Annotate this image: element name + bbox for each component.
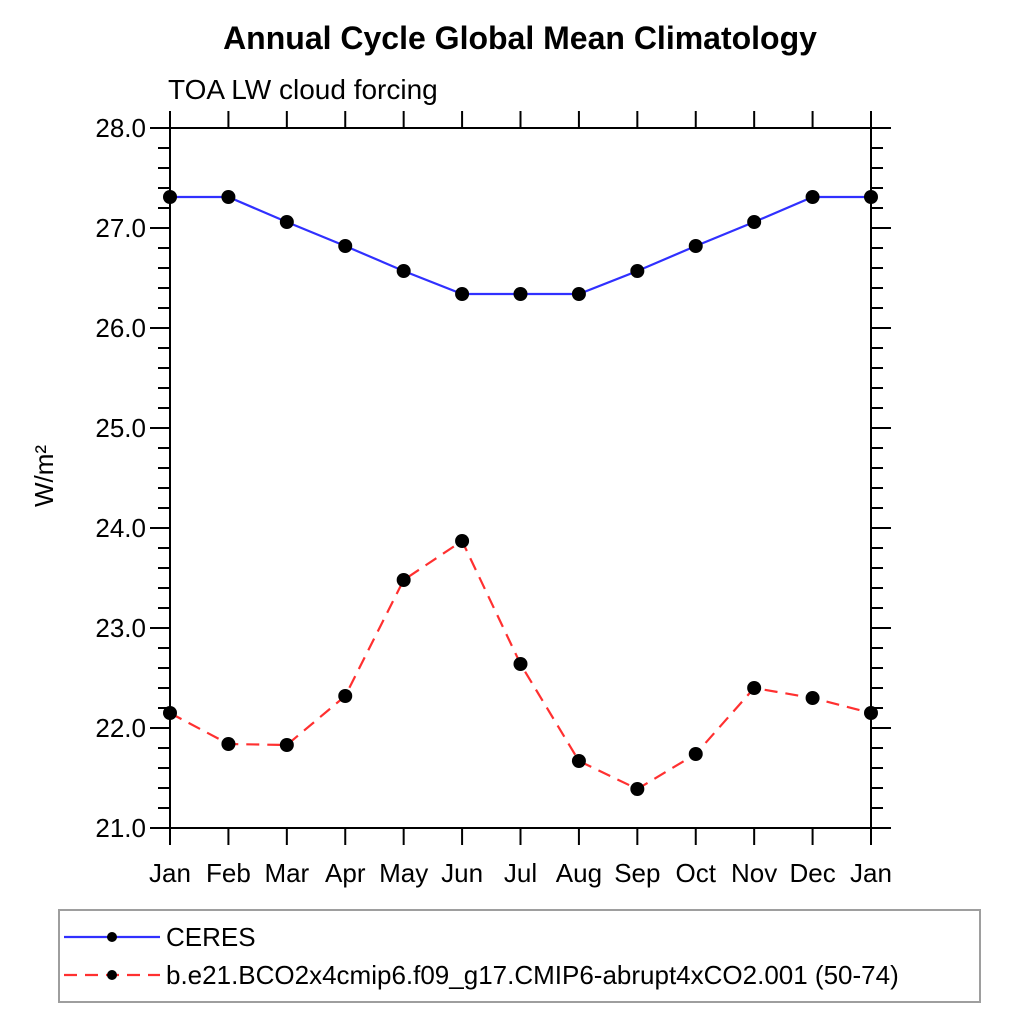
x-tick-label: Apr: [325, 858, 366, 888]
x-tick-label: Oct: [676, 858, 717, 888]
data-point: [805, 691, 820, 705]
data-series: [163, 190, 878, 796]
x-tick-label: May: [379, 858, 428, 888]
data-point: [338, 689, 353, 703]
x-tick-label: Jan: [149, 858, 191, 888]
y-tick-label: 27.0: [95, 213, 146, 243]
data-point: [688, 239, 703, 253]
data-point: [396, 264, 411, 278]
y-tick-label: 25.0: [95, 413, 146, 443]
data-point: [338, 239, 353, 253]
legend-marker-ceres: [107, 932, 117, 942]
plot-frame: [169, 127, 872, 829]
y-tick-label: 21.0: [95, 813, 146, 843]
data-point: [630, 782, 645, 796]
legend-marker-model: [107, 970, 117, 980]
x-tick-label: Feb: [206, 858, 251, 888]
chart-title: Annual Cycle Global Mean Climatology: [223, 20, 817, 56]
y-tick-label: 24.0: [95, 513, 146, 543]
data-point: [571, 287, 586, 301]
legend: CERES b.e21.BCO2x4cmip6.f09_g17.CMIP6-ab…: [58, 909, 981, 1003]
data-point: [455, 287, 470, 301]
x-tick-label: Sep: [614, 858, 660, 888]
data-point: [221, 190, 236, 204]
x-tick-label: Aug: [556, 858, 602, 888]
axis-ticks: [150, 111, 891, 845]
data-point: [396, 573, 411, 587]
y-axis-label: W/m²: [29, 445, 59, 507]
x-tick-label: Nov: [731, 858, 777, 888]
x-tick-label: Jun: [441, 858, 483, 888]
chart-subtitle: TOA LW cloud forcing: [168, 74, 438, 105]
legend-label-model: b.e21.BCO2x4cmip6.f09_g17.CMIP6-abrupt4x…: [166, 960, 899, 990]
data-point: [513, 657, 528, 671]
y-tick-label: 26.0: [95, 313, 146, 343]
y-tick-label: 23.0: [95, 613, 146, 643]
x-tick-label: Dec: [789, 858, 835, 888]
data-point: [279, 215, 294, 229]
x-tick-label: Mar: [264, 858, 309, 888]
data-point: [279, 738, 294, 752]
data-point: [221, 737, 236, 751]
legend-label-ceres: CERES: [166, 922, 256, 952]
y-tick-label: 22.0: [95, 713, 146, 743]
data-point: [805, 190, 820, 204]
y-tick-label: 28.0: [95, 113, 146, 143]
data-point: [747, 215, 762, 229]
data-point: [571, 754, 586, 768]
data-point: [513, 287, 528, 301]
data-point: [455, 534, 470, 548]
data-point: [630, 264, 645, 278]
legend-box: [58, 909, 981, 1003]
x-tick-label: Jul: [504, 858, 537, 888]
y-tick-labels: 21.0 22.0 23.0 24.0 25.0 26.0 27.0 28.0: [95, 113, 146, 843]
x-tick-labels: Jan Feb Mar Apr May Jun Jul Aug Sep Oct Nov Dec Jan: [149, 858, 892, 888]
series-line-ceres: [170, 195, 871, 296]
data-point: [688, 747, 703, 761]
data-point: [747, 681, 762, 695]
x-tick-label: Jan: [850, 858, 892, 888]
